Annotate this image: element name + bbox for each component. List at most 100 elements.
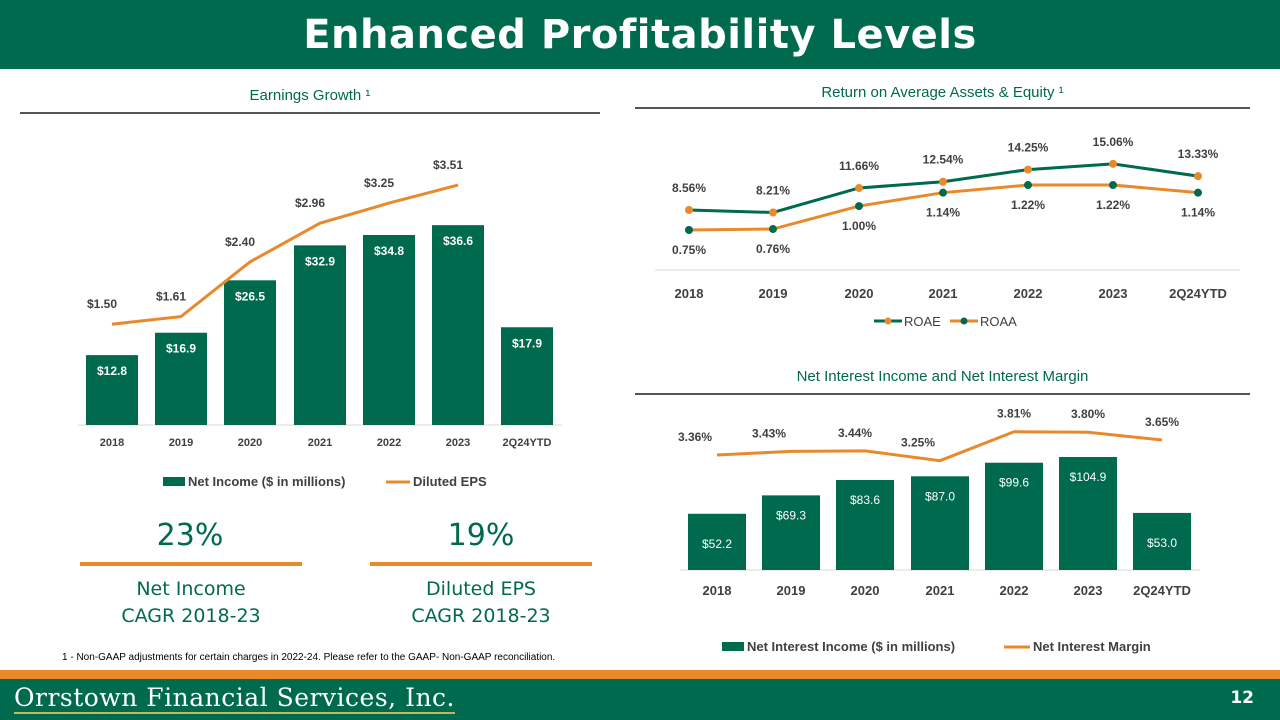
roaa-marker <box>939 188 947 197</box>
eps-label: $3.51 <box>433 158 463 172</box>
legend-swatch <box>722 642 744 651</box>
roaa-label: 0.76% <box>756 242 790 256</box>
x-tick-label: 2022 <box>1014 286 1043 301</box>
bar <box>86 355 138 425</box>
bar-label: $52.2 <box>702 537 732 551</box>
nim-label: 3.25% <box>901 436 935 450</box>
legend-label: ROAA <box>980 314 1017 329</box>
nii-title: Net Interest Income and Net Interest Mar… <box>796 368 1089 385</box>
eps-label: $3.25 <box>364 176 394 190</box>
x-tick-label: 2021 <box>929 286 958 301</box>
roae-marker <box>855 183 863 192</box>
bar <box>911 476 969 570</box>
x-tick-label: 2021 <box>926 583 955 598</box>
x-tick-label: 2018 <box>675 286 704 301</box>
bar <box>836 479 894 570</box>
x-tick-label: 2Q24YTD <box>1133 583 1191 598</box>
legend-label: Diluted EPS <box>413 474 487 489</box>
x-tick-label: 2018 <box>703 583 732 598</box>
bar-label: $17.9 <box>512 336 542 350</box>
page-title: Enhanced Profitability Levels <box>303 11 977 58</box>
legend-swatch <box>163 477 185 486</box>
eps-label: $2.40 <box>225 235 255 249</box>
nim-label: 3.80% <box>1071 407 1105 421</box>
x-tick-label: 2021 <box>308 437 332 449</box>
kpi-eps-label: Diluted EPS CAGR 2018-23 <box>370 576 592 630</box>
earnings-title: Earnings Growth ¹ <box>249 87 371 104</box>
roae-marker <box>939 177 947 186</box>
company-logo: Orrstown Financial Services, Inc. <box>14 683 455 714</box>
x-tick-label: 2022 <box>1000 583 1029 598</box>
bar-label: $26.5 <box>235 289 265 303</box>
bar <box>155 332 207 425</box>
roaa-label: 1.22% <box>1011 198 1045 212</box>
bar-label: $12.8 <box>97 364 127 378</box>
bar-label: $16.9 <box>166 342 196 356</box>
nim-label: 3.44% <box>838 426 872 440</box>
legend-label: ROAE <box>904 314 941 329</box>
bar <box>501 327 553 425</box>
kpi-line: Net Income <box>136 578 246 600</box>
legend-marker <box>884 317 892 325</box>
x-tick-label: 2020 <box>845 286 874 301</box>
legend-label: Net Interest Income ($ in millions) <box>747 639 955 654</box>
x-tick-label: 2019 <box>759 286 788 301</box>
eps-label: $1.61 <box>156 290 186 304</box>
bar-label: $104.9 <box>1070 470 1107 484</box>
nim-label: 3.65% <box>1145 415 1179 429</box>
divider <box>20 112 600 114</box>
divider <box>635 107 1250 109</box>
x-tick-label: 2018 <box>100 437 124 449</box>
x-tick-label: 2Q24YTD <box>503 437 552 449</box>
roae-label: 15.06% <box>1093 135 1134 149</box>
kpi-line: CAGR 2018-23 <box>121 605 261 627</box>
kpi-net-income-label: Net Income CAGR 2018-23 <box>80 576 302 630</box>
roae-marker <box>1194 172 1202 181</box>
x-tick-label: 2023 <box>1099 286 1128 301</box>
bar <box>688 513 746 570</box>
page-number: 12 <box>1230 688 1254 708</box>
roae-label: 8.21% <box>756 183 790 197</box>
bar <box>432 225 484 425</box>
roae-marker <box>685 206 693 214</box>
eps-label: $1.50 <box>87 297 117 311</box>
bar-label: $87.0 <box>925 489 955 503</box>
roaa-label: 1.22% <box>1096 198 1130 212</box>
x-tick-label: 2019 <box>777 583 806 598</box>
bar-label: $69.3 <box>776 508 806 522</box>
divider <box>635 393 1250 395</box>
roaa-label: 0.75% <box>672 243 706 257</box>
bar <box>224 280 276 425</box>
footnote: 1 - Non-GAAP adjustments for certain cha… <box>62 652 556 663</box>
bar <box>363 234 415 425</box>
kpi-eps-value: 19% <box>447 518 515 553</box>
bar-label: $36.6 <box>443 234 473 248</box>
nim-line <box>716 430 1163 463</box>
footer-accent <box>0 670 1280 679</box>
nim-label: 3.81% <box>997 407 1031 421</box>
nim-label: 3.36% <box>678 430 712 444</box>
roae-label: 12.54% <box>923 153 964 167</box>
roaa-marker <box>855 202 863 211</box>
bar-label: $34.8 <box>374 244 404 258</box>
roaa-label: 1.00% <box>842 219 876 233</box>
eps-label: $2.96 <box>295 196 325 210</box>
roae-marker <box>1109 159 1117 168</box>
x-tick-label: 2022 <box>377 437 401 449</box>
roaa-marker <box>769 225 777 234</box>
kpi-line: Diluted EPS <box>426 578 536 600</box>
returns-title: Return on Average Assets & Equity ¹ <box>821 84 1064 101</box>
bar-label: $53.0 <box>1147 536 1177 550</box>
kpi-line: CAGR 2018-23 <box>411 605 551 627</box>
roae-label: 11.66% <box>839 159 879 173</box>
eps-line <box>111 183 459 326</box>
roae-label: 14.25% <box>1008 141 1049 155</box>
x-tick-label: 2023 <box>446 437 470 449</box>
nim-label: 3.43% <box>752 426 786 440</box>
roaa-label: 1.14% <box>926 206 960 220</box>
roaa-marker <box>1194 188 1202 197</box>
divider <box>370 562 592 566</box>
bar <box>294 245 346 425</box>
roae-marker <box>769 208 777 217</box>
